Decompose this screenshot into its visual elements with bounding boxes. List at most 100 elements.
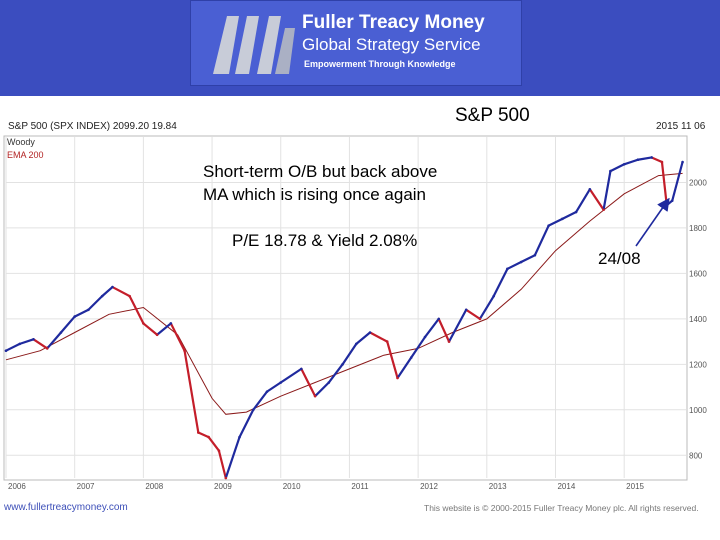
price-point — [506, 267, 509, 271]
price-segment — [423, 317, 440, 339]
slide-title: S&P 500 — [455, 105, 530, 126]
annotation-valuation: P/E 18.78 & Yield 2.08% — [232, 231, 418, 250]
price-segment — [636, 156, 653, 161]
price-point — [45, 347, 49, 350]
brand-tagline: Empowerment Through Knowledge — [304, 59, 456, 69]
price-point — [169, 322, 173, 325]
price-segment — [252, 390, 269, 411]
footer-website-link[interactable]: www.fullertreacymoney.com — [4, 502, 128, 513]
price-segment — [520, 254, 536, 264]
price-segment — [101, 285, 114, 298]
price-segment — [623, 158, 640, 166]
price-segment — [650, 156, 664, 164]
price-segment — [368, 331, 389, 343]
price-point — [251, 408, 255, 412]
annotation-date-label: 24/08 — [598, 249, 641, 268]
price-point — [533, 253, 537, 257]
y-tick-label: 1600 — [689, 269, 707, 278]
price-segment — [588, 188, 605, 211]
price-point — [609, 169, 612, 173]
annotation-arrow — [635, 197, 670, 247]
legend-woody: Woody — [7, 137, 35, 147]
x-tick-label: 2011 — [351, 482, 369, 491]
price-point — [32, 338, 35, 341]
plot-frame — [3, 135, 688, 481]
price-segment — [506, 260, 523, 270]
price-point — [207, 435, 210, 439]
price-point — [224, 476, 228, 480]
price-point — [660, 160, 664, 164]
brand-name: Fuller Treacy Money — [302, 12, 485, 33]
price-segment — [87, 295, 104, 311]
price-point — [217, 449, 221, 453]
price-segment — [32, 338, 49, 350]
price-point — [561, 217, 564, 221]
price-point — [574, 210, 578, 214]
x-tick-label: 2015 — [626, 482, 644, 491]
price-point — [650, 156, 653, 159]
price-point — [327, 381, 331, 384]
price-segment — [547, 217, 564, 227]
price-segment — [279, 367, 303, 384]
price-segment — [111, 285, 131, 298]
company-logo — [213, 16, 295, 74]
legend-ema: EMA 200 — [7, 150, 44, 160]
price-segment — [447, 308, 468, 343]
y-tick-label: 1000 — [689, 406, 707, 415]
price-point — [87, 308, 90, 312]
x-tick-label: 2006 — [8, 482, 26, 491]
price-point — [622, 162, 626, 166]
price-segment — [609, 163, 626, 173]
price-point — [519, 260, 523, 264]
price-point — [447, 340, 451, 343]
price-segment — [313, 381, 330, 398]
price-segment — [207, 435, 221, 452]
price-segment — [660, 160, 668, 207]
price-point — [681, 160, 684, 164]
price-segment — [169, 322, 186, 352]
price-segment — [410, 335, 427, 359]
price-segment — [156, 322, 172, 336]
price-point — [355, 342, 358, 346]
price-point — [602, 208, 605, 212]
price-segment — [197, 431, 210, 439]
price-point — [636, 158, 640, 162]
price-segment — [18, 338, 35, 345]
price-point — [670, 199, 674, 202]
price-point — [478, 317, 482, 321]
price-segment — [602, 170, 612, 211]
price-point — [128, 294, 131, 298]
y-tick-label: 1200 — [689, 360, 707, 369]
price-point — [588, 187, 592, 191]
price-segment — [217, 449, 227, 480]
x-tick-label: 2007 — [77, 482, 95, 491]
x-tick-label: 2010 — [283, 482, 301, 491]
y-tick-label: 1400 — [689, 315, 707, 324]
price-segment — [341, 342, 358, 366]
price-point — [4, 349, 8, 352]
price-segment — [561, 210, 578, 220]
x-tick-label: 2014 — [557, 482, 575, 491]
price-point — [265, 390, 269, 393]
price-segment — [396, 356, 413, 380]
price-point — [142, 322, 145, 325]
x-tick-label: 2013 — [489, 482, 507, 491]
footer-copyright: This website is © 2000-2015 Fuller Treac… — [424, 503, 699, 513]
price-segment — [437, 317, 451, 343]
price-point — [155, 333, 159, 337]
price-segment — [238, 408, 255, 439]
price-point — [368, 331, 372, 334]
price-point — [279, 381, 283, 384]
price-segment — [224, 435, 241, 480]
price-point — [492, 294, 495, 298]
x-tick-label: 2008 — [145, 482, 163, 491]
annotation-line-2: MA which is rising once again — [203, 185, 427, 204]
price-segment — [355, 331, 372, 345]
price-point — [464, 308, 468, 312]
price-segment — [4, 342, 21, 352]
price-point — [100, 294, 104, 298]
price-point — [385, 340, 389, 343]
y-tick-label: 800 — [689, 451, 703, 460]
x-tick-label: 2009 — [214, 482, 232, 491]
